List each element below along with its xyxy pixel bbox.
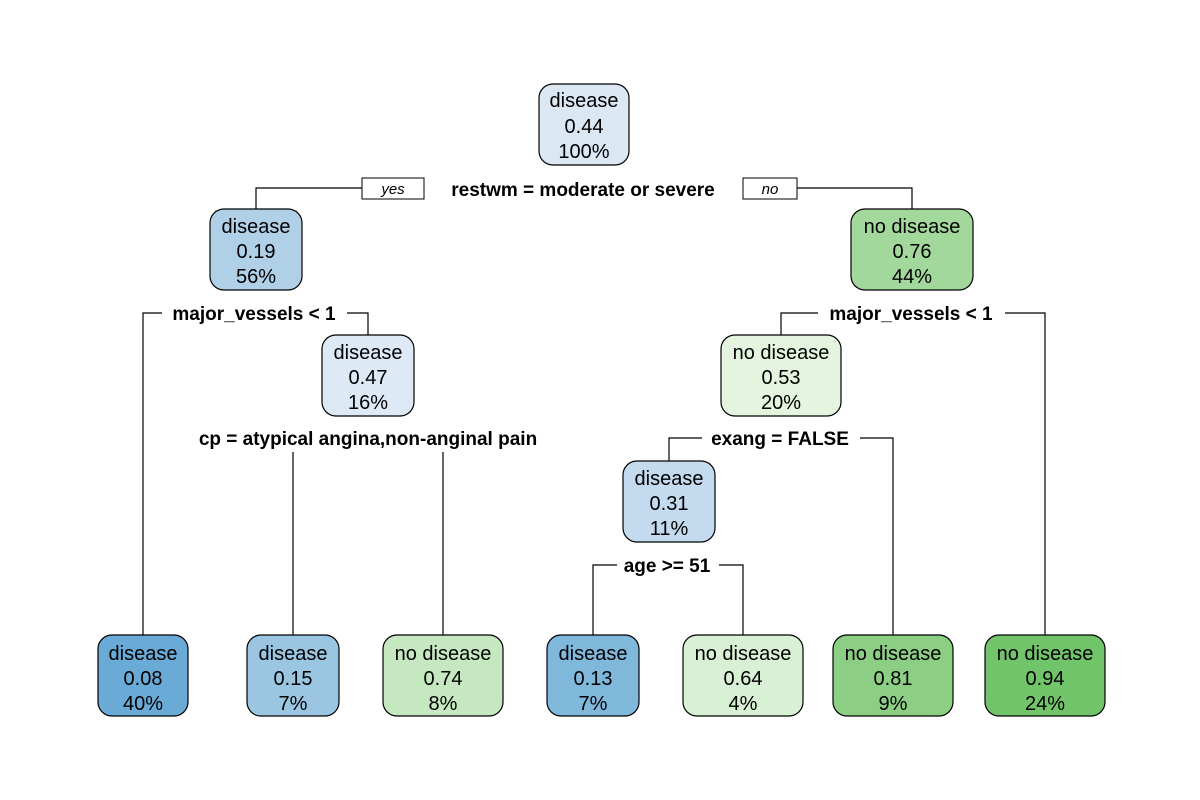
node-prob: 0.19 [237,241,276,263]
leaf-7: no disease 0.94 24% [984,634,1106,717]
edge-n6-left [668,437,702,461]
node-pct: 16% [348,392,388,414]
node-prob: 0.64 [724,668,763,690]
node-pct: 56% [236,266,276,288]
node-prob: 0.08 [124,668,163,690]
node-class: disease [550,90,619,112]
no-tag: no [742,177,798,200]
node-class: disease [259,643,328,665]
node-prob: 0.94 [1026,668,1065,690]
node-class: no disease [695,643,792,665]
node-prob: 0.15 [274,668,313,690]
node-12: disease 0.31 11% [622,460,716,543]
split-label-left-right: cp = atypical angina,non-anginal pain [199,429,537,450]
node-pct: 9% [879,693,908,715]
leaf-25: no disease 0.64 4% [682,634,804,717]
node-box [832,634,954,717]
node-box [246,634,340,717]
node-box [382,634,504,717]
node-prob: 0.31 [650,493,689,515]
split-label-left: major_vessels < 1 [172,304,336,325]
node-class: disease [635,468,704,490]
node-pct: 4% [729,693,758,715]
node-class: disease [559,643,628,665]
node-class: no disease [733,342,830,364]
split-label-root: restwm = moderate or severe [451,180,715,201]
split-labels: restwm = moderate or severe major_vessel… [172,180,993,577]
node-prob: 0.44 [565,116,604,138]
edge-n2-right [347,312,369,335]
node-prob: 0.76 [893,241,932,263]
node-prob: 0.81 [874,668,913,690]
edge-root-right [797,187,913,209]
node-box [538,83,630,166]
edge-n3-left [780,312,818,335]
node-class: no disease [997,643,1094,665]
edge-n12-left [592,564,617,635]
edge-n3-right [1005,312,1046,635]
node-pct: 7% [279,693,308,715]
node-class: disease [222,216,291,238]
leaf-24: disease 0.13 7% [546,634,640,717]
node-box [97,634,189,717]
node-pct: 11% [650,518,689,540]
split-label-right-left-left: age >= 51 [624,556,711,577]
node-6: no disease 0.53 20% [720,334,842,417]
no-label: no [762,181,779,198]
node-box [720,334,842,417]
edge-n6-right [860,437,894,635]
node-root: disease 0.44 100% [538,83,630,166]
node-prob: 0.74 [424,668,463,690]
node-pct: 8% [429,693,458,715]
tree-edges [142,187,1046,635]
node-prob: 0.13 [574,668,613,690]
node-box [850,208,974,291]
node-class: no disease [864,216,961,238]
leaf-10: disease 0.15 7% [246,634,340,717]
leaf-13: no disease 0.81 9% [832,634,954,717]
node-prob: 0.47 [349,367,388,389]
edge-n12-right [719,564,744,635]
split-label-right: major_vessels < 1 [829,304,993,325]
node-pct: 24% [1025,693,1065,715]
node-pct: 44% [892,266,932,288]
node-class: disease [109,643,178,665]
node-class: no disease [395,643,492,665]
edge-n2-left [142,312,162,635]
yes-tag: yes [361,177,425,200]
node-box [682,634,804,717]
node-class: disease [334,342,403,364]
node-box [984,634,1106,717]
node-pct: 7% [579,693,608,715]
split-label-right-left: exang = FALSE [711,429,849,450]
node-box [321,334,415,417]
node-3: no disease 0.76 44% [850,208,974,291]
leaf-11: no disease 0.74 8% [382,634,504,717]
node-2: disease 0.19 56% [209,208,303,291]
node-pct: 20% [761,392,801,414]
yes-label: yes [380,181,405,198]
node-class: no disease [845,643,942,665]
node-pct: 100% [558,141,609,163]
node-pct: 40% [123,693,163,715]
leaf-4: disease 0.08 40% [97,634,189,717]
node-box [209,208,303,291]
node-5: disease 0.47 16% [321,334,415,417]
node-box [622,460,716,543]
node-box [546,634,640,717]
node-prob: 0.53 [762,367,801,389]
